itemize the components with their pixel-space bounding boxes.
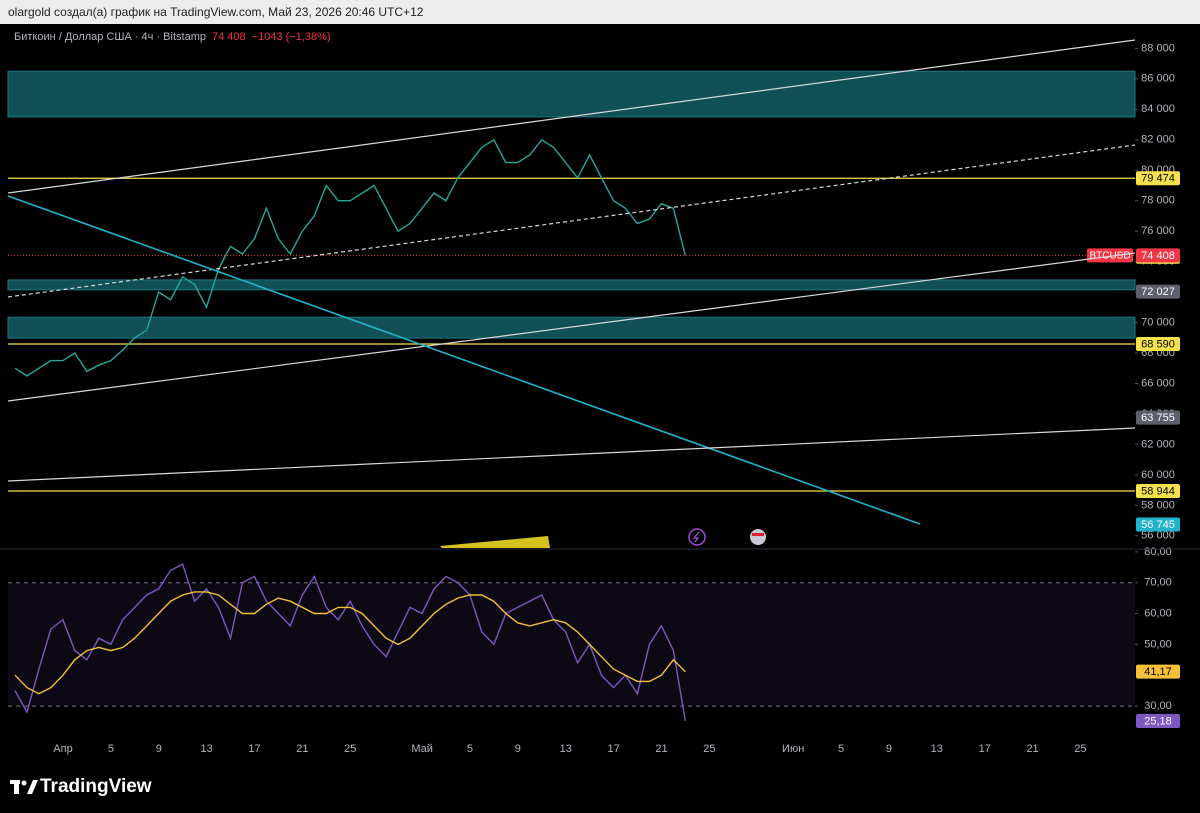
x-tick-label: 13 — [201, 743, 213, 755]
price-tag-label: 58 944 — [1141, 485, 1175, 497]
logo-part — [27, 780, 38, 794]
price-tag-label: 68 590 — [1141, 338, 1175, 350]
flag-icon — [750, 529, 766, 545]
symbol-tag — [1087, 248, 1133, 263]
event-icon — [688, 528, 706, 546]
x-tick-label: 17 — [607, 743, 619, 755]
price-tag — [1136, 517, 1180, 532]
series-line — [14, 591, 686, 695]
price-tag — [1136, 284, 1180, 299]
zone — [7, 70, 1136, 118]
flag-icon — [752, 533, 764, 536]
x-tick-label: 5 — [838, 743, 844, 755]
x-tick-label: 25 — [1074, 743, 1086, 755]
y-tick-label: 70,00 — [1144, 577, 1172, 589]
x-tick-label: Июн — [782, 743, 804, 755]
x-tick-label: 13 — [560, 743, 572, 755]
price-tag-label: 79 474 — [1141, 173, 1175, 185]
price-tag-label: 56 745 — [1141, 519, 1175, 531]
zone — [7, 279, 1136, 291]
chart-bg — [0, 24, 1200, 765]
y-tick-label: 58 000 — [1141, 499, 1175, 511]
price-tag — [1136, 248, 1180, 263]
price-tag-label: 25,18 — [1144, 715, 1172, 727]
x-tick-label: 21 — [1026, 743, 1038, 755]
y-tick-label: 60,00 — [1144, 607, 1172, 619]
x-tick-label: 17 — [979, 743, 991, 755]
trend-line — [7, 144, 1136, 298]
y-tick-label: 88 000 — [1141, 42, 1175, 54]
last-price: 74 408 — [211, 31, 246, 43]
x-tick-label: 17 — [248, 743, 260, 755]
trend-line — [7, 427, 1136, 482]
series-line — [14, 563, 686, 722]
x-tick-label: 25 — [703, 743, 715, 755]
logo-part — [21, 780, 27, 786]
x-tick-label: Май — [411, 743, 433, 755]
y-tick-label: 60 000 — [1141, 469, 1175, 481]
x-tick-label: 5 — [467, 743, 473, 755]
x-tick-label: 9 — [886, 743, 892, 755]
attribution-bar: olargold создал(а) график на TradingView… — [0, 0, 1200, 24]
price-tag — [1136, 337, 1180, 352]
y-tick-label: 30,00 — [1144, 700, 1172, 712]
symbol-title: Биткоин / Доллар США · 4ч · Bitstamp — [14, 31, 206, 43]
symbol-header: Биткоин / Доллар США · 4ч · Bitstamp 74 4… — [14, 31, 331, 43]
logo-part — [14, 780, 19, 794]
y-tick-label: 50,00 — [1144, 638, 1172, 650]
rsi-band — [8, 582, 1135, 707]
series-line — [14, 138, 686, 377]
price-tag — [1136, 664, 1180, 679]
x-tick-label: 5 — [108, 743, 114, 755]
price-tag — [1136, 410, 1180, 425]
y-tick-label: 78 000 — [1141, 195, 1175, 207]
y-tick-label: 80,00 — [1144, 546, 1172, 558]
x-tick-label: Апр — [53, 743, 72, 755]
price-tag — [1136, 171, 1180, 186]
trend-line — [7, 39, 1136, 194]
logo — [10, 780, 38, 794]
y-tick-label: 56 000 — [1141, 530, 1175, 542]
price-tag-label: 74 408 — [1141, 250, 1175, 262]
y-tick-label: 66 000 — [1141, 377, 1175, 389]
price-tag-label: 41,17 — [1144, 666, 1172, 678]
y-tick-label: 82 000 — [1141, 134, 1175, 146]
price-tag — [1136, 483, 1180, 498]
event-icon — [692, 531, 700, 543]
y-tick-label: 84 000 — [1141, 103, 1175, 115]
y-tick-label: 76 000 — [1141, 225, 1175, 237]
x-tick-label: 21 — [296, 743, 308, 755]
x-tick-label: 21 — [655, 743, 667, 755]
arrow-shape — [440, 536, 550, 548]
x-tick-label: 9 — [156, 743, 162, 755]
price-tag — [1136, 713, 1180, 728]
x-tick-label: 13 — [931, 743, 943, 755]
price-tag-label: 63 755 — [1141, 412, 1175, 424]
attribution: olargold создал(а) график на TradingView… — [8, 5, 424, 19]
y-tick-label: 86 000 — [1141, 73, 1175, 85]
zone — [7, 316, 1136, 339]
trend-line — [7, 195, 921, 525]
trend-line — [7, 252, 1136, 402]
y-tick-label: 62 000 — [1141, 438, 1175, 450]
price-change: −1043 (−1,38%) — [251, 31, 331, 43]
brand: TradingView — [40, 776, 152, 797]
x-tick-label: 9 — [515, 743, 521, 755]
price-tag-label: 72 027 — [1141, 286, 1175, 298]
y-tick-label: 70 000 — [1141, 316, 1175, 328]
x-tick-label: 25 — [344, 743, 356, 755]
